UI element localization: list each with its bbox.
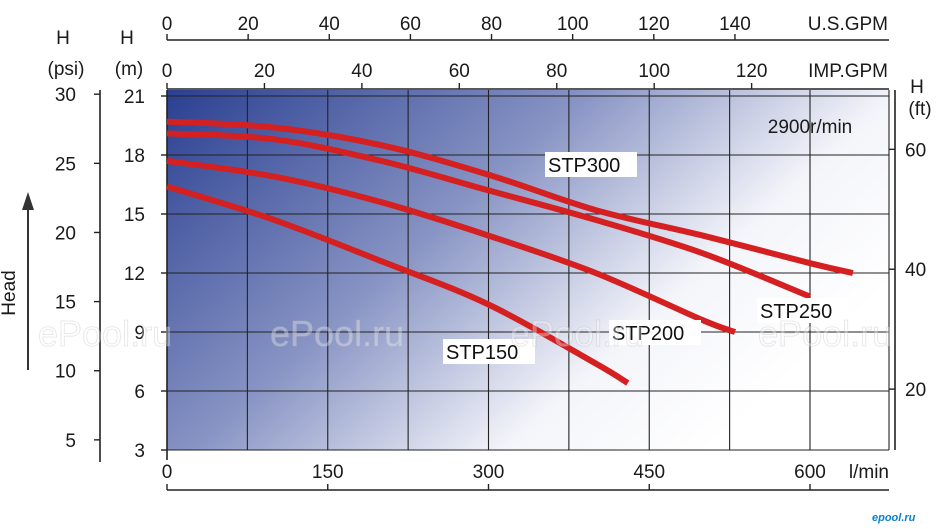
usgpm-tick-label: 140 [719, 14, 751, 35]
lmin-tick-label: 300 [473, 462, 505, 483]
watermarks: ePool.ru ePool.ru ePool.ru ePool.ru epool.ru [38, 313, 916, 524]
series-label-stp150: STP150 [446, 342, 518, 364]
chart-labels: Head 2900r/min STP300 STP250 STP200 STP150 [0, 117, 852, 370]
usgpm-tick-label: 40 [319, 14, 340, 35]
lmin-tick-label: 600 [794, 462, 826, 483]
head-side-label: Head [0, 270, 20, 315]
lmin-tick-label: 0 [162, 462, 173, 483]
impgpm-tick-label: 0 [162, 61, 173, 82]
psi-tick-label: 30 [55, 85, 76, 106]
meter-tick-label: 21 [124, 87, 145, 108]
impgpm-tick-label: 100 [638, 61, 670, 82]
ft-tick-label: 40 [905, 260, 926, 281]
watermark-text: ePool.ru [38, 313, 172, 354]
series-line-stp250 [166, 130, 812, 300]
usgpm-tick-label: 80 [481, 14, 502, 35]
brand-logo: epool.ru [872, 512, 916, 524]
series-line-stp200 [166, 157, 737, 335]
series-label-bg-stp200 [609, 320, 701, 345]
psi-axis-unit: (psi) [48, 59, 85, 80]
series-line-stp150 [166, 183, 630, 386]
usgpm-tick-label: 60 [400, 14, 421, 35]
lmin-tick-label: 450 [633, 462, 665, 483]
meter-axis-unit: (m) [115, 59, 143, 80]
ft-tick-label: 60 [905, 140, 926, 161]
psi-tick-label: 5 [65, 431, 76, 452]
psi-tick-label: 15 [55, 293, 76, 314]
psi-axis-title: H [56, 28, 70, 49]
meter-tick-label: 6 [134, 382, 145, 403]
impgpm-unit-label: IMP.GPM [808, 61, 888, 82]
psi-tick-label: 25 [55, 154, 76, 175]
impgpm-tick-label: 60 [449, 61, 470, 82]
series-label-stp250: STP250 [760, 301, 832, 323]
impgpm-tick-label: 120 [736, 61, 768, 82]
usgpm-unit-label: U.S.GPM [808, 14, 888, 35]
meter-tick-label: 18 [124, 146, 145, 167]
ft-axis-title: H [910, 77, 924, 98]
impgpm-tick-label: 80 [546, 61, 567, 82]
speed-label: 2900r/min [768, 117, 853, 138]
meter-axis-title: H [120, 28, 134, 49]
usgpm-tick-label: 20 [238, 14, 259, 35]
watermark-text: ePool.ru [758, 313, 892, 354]
psi-tick-label: 10 [55, 362, 76, 383]
usgpm-tick-label: 100 [557, 14, 589, 35]
series-label-bg-stp250 [757, 298, 849, 323]
meter-tick-label: 3 [134, 441, 145, 462]
watermark-text: ePool.ru [510, 313, 644, 354]
psi-tick-label: 20 [55, 223, 76, 244]
series-label-bg-stp300 [545, 152, 637, 177]
series-line-stp300 [166, 118, 854, 276]
series-label-stp200: STP200 [612, 323, 684, 345]
meter-tick-label: 15 [124, 205, 145, 226]
lmin-tick-label: 150 [312, 462, 344, 483]
head-arrow-icon [22, 192, 34, 210]
watermark-text: ePool.ru [270, 313, 404, 354]
meter-tick-label: 12 [124, 264, 145, 285]
x-axis-unit-label: l/min [849, 462, 889, 483]
usgpm-tick-label: 0 [162, 14, 173, 35]
ft-tick-label: 20 [905, 380, 926, 401]
usgpm-tick-label: 120 [638, 14, 670, 35]
series-label-bg-stp150 [443, 339, 535, 364]
ft-axis-unit: (ft) [908, 99, 931, 120]
plot-background [167, 90, 889, 450]
impgpm-tick-label: 20 [254, 61, 275, 82]
meter-tick-label: 9 [134, 323, 145, 344]
impgpm-tick-label: 40 [351, 61, 372, 82]
series-label-stp300: STP300 [548, 155, 620, 177]
chart-series [166, 118, 854, 386]
chart-grid [167, 90, 890, 451]
